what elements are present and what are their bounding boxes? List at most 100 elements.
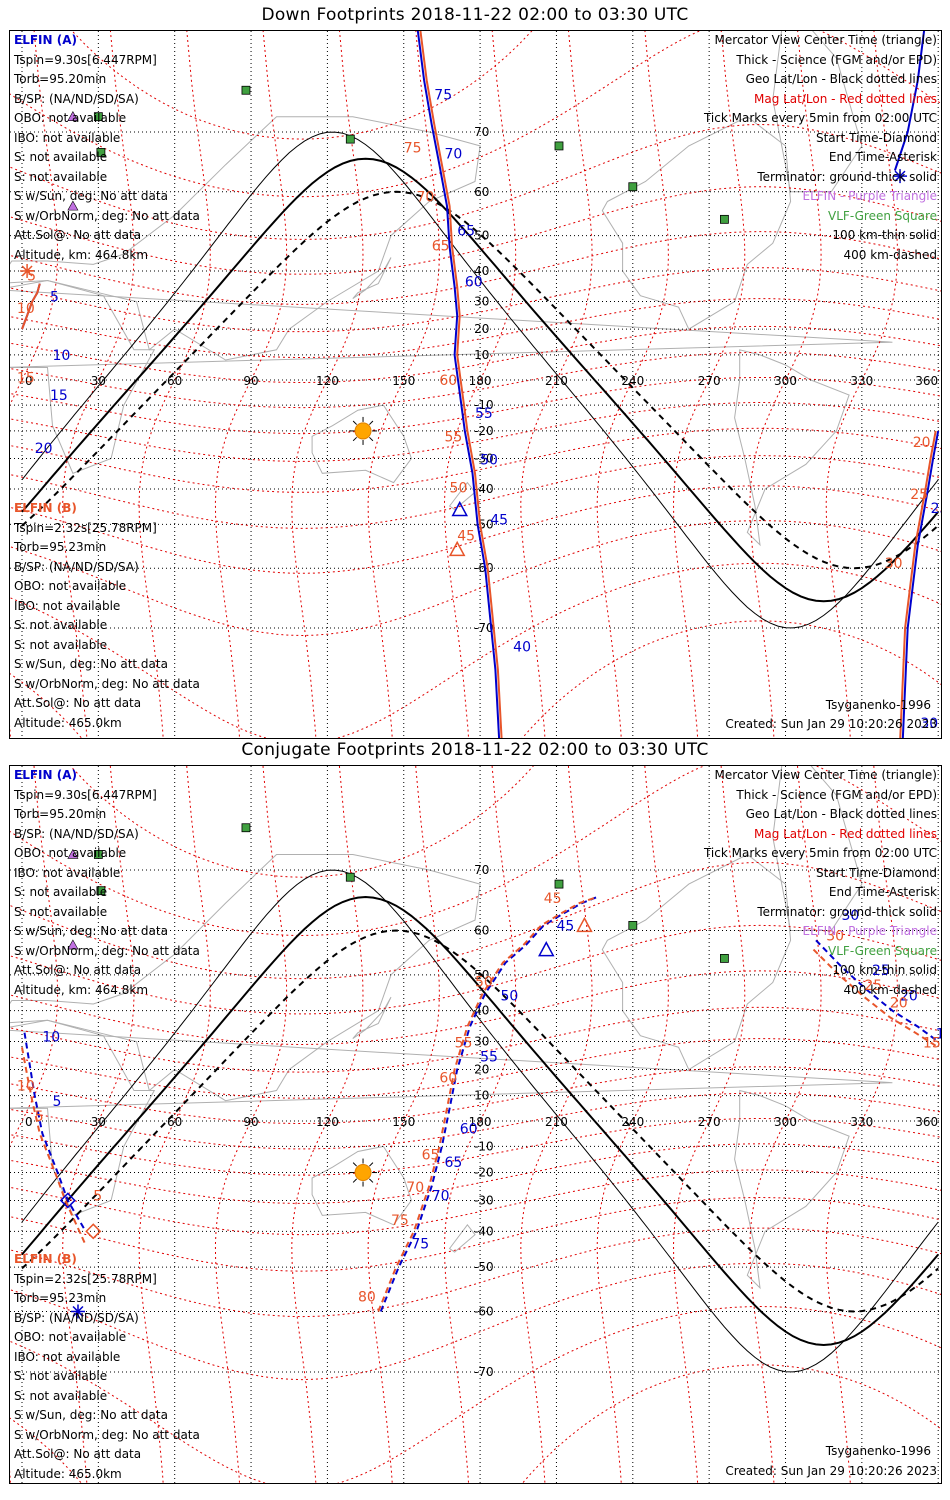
track-time-label: 45 <box>457 529 475 545</box>
elfin-a-info-line: S: not available <box>14 904 108 919</box>
footprint-track <box>815 939 939 1043</box>
map-canvas: 0 30 60 90 120 150 180 210 240 270 300 330 360 70 60 50… <box>10 766 941 1483</box>
mag-parallel <box>10 455 941 529</box>
elfin-a-info-line: Tspin=9.30s[6.447RPM] <box>14 787 157 802</box>
terminator-400km <box>21 929 939 1313</box>
mag-parallel <box>10 427 941 493</box>
vlf-station-icon <box>720 954 729 963</box>
mag-parallel <box>10 267 941 333</box>
track-time-label: 30 <box>841 908 859 924</box>
panel-2-title: Conjugate Footprints 2018-11-22 02:00 to… <box>241 740 709 760</box>
lon-tick-label: 120 <box>316 374 339 388</box>
track-time-label: 45 <box>556 919 574 935</box>
elfin-b-info-line: B/SP: (NA/ND/SD/SA) <box>14 1310 139 1325</box>
lon-tick-label: 360 <box>915 374 938 388</box>
lon-tick-label: 210 <box>545 374 568 388</box>
sun-ray <box>369 1162 374 1167</box>
legend-line: Geo Lat/Lon - Black dotted lines <box>745 807 937 821</box>
lat-tick-label: 20 <box>474 1062 489 1076</box>
elfin-a-info-line: S w/Sun, deg: No att data <box>14 924 168 938</box>
elfin-b-info-line: S: not available <box>14 637 108 652</box>
elfin-a-info-line: S w/Sun, deg: No att data <box>14 189 168 203</box>
lat-tick-label: -70 <box>474 1365 494 1379</box>
mag-meridian <box>443 31 517 738</box>
mag-parallel <box>10 123 941 240</box>
lon-tick-label: 150 <box>392 374 415 388</box>
track-time-label: 75 <box>434 88 452 104</box>
track-time-label: 55 <box>444 430 462 446</box>
elfin-a-info-line: OBO: not available <box>14 111 127 125</box>
legend-line: Geo Lat/Lon - Black dotted lines <box>745 72 937 86</box>
mag-meridian <box>672 31 746 738</box>
mag-meridian <box>214 766 288 1483</box>
elfin-b-info-line: Tspin=2.32s[25.78RPM] <box>14 1271 157 1286</box>
coastline <box>352 996 392 1040</box>
lon-tick-label: 270 <box>698 1115 721 1129</box>
elfin-a-info-line: S: not available <box>14 885 108 899</box>
end-time-asterisk-icon <box>21 265 33 277</box>
track-time-label: 30 <box>885 556 903 572</box>
track-time-label: 10 <box>53 348 71 364</box>
track-time-label: 30 <box>920 716 938 732</box>
vlf-station-icon <box>96 148 106 157</box>
vlf-station-icon <box>241 85 251 95</box>
track-time-label: 15 <box>17 370 35 386</box>
end-time-asterisk-icon <box>894 170 906 182</box>
elfin-a-info-line: Torb=95.20min <box>14 807 107 821</box>
track-time-label: 65 <box>457 224 475 240</box>
coastline <box>311 404 412 484</box>
vlf-station-icon <box>554 141 564 151</box>
elfin-a-info-line: IBO: not available <box>14 130 121 145</box>
elfin-a-info-line: B/SP: (NA/ND/SD/SA) <box>14 91 139 106</box>
legend-line: Terminator: ground-thick solid <box>757 904 937 919</box>
track-time-label: 60 <box>439 373 457 389</box>
elfin-b-label: ELFIN (B) <box>14 501 77 515</box>
legend-line: VLF-Green Square <box>828 943 937 958</box>
lon-tick-label: 90 <box>243 374 258 388</box>
mag-meridian <box>10 31 59 738</box>
elfin-a-info: ELFIN (A) Tspin=9.30s[6.447RPM] Torb=95.2… <box>14 31 200 265</box>
terminator-ground <box>21 157 939 603</box>
track-time-label: 65 <box>422 1147 440 1163</box>
mag-meridian <box>672 766 746 1483</box>
vlf-station-icon <box>554 879 564 889</box>
elfin-a-info-line: S: not available <box>14 150 108 164</box>
lon-tick-label: 300 <box>774 374 797 388</box>
sun-ray <box>352 1178 358 1183</box>
lat-tick-label: 30 <box>474 295 489 309</box>
lat-tick-label: 50 <box>474 968 489 982</box>
lat-tick-label: -10 <box>474 1139 494 1153</box>
mag-parallel <box>71 31 533 140</box>
created-timestamp: Created: Sun Jan 29 10:20:26 2023 <box>725 1464 937 1478</box>
track-time-label: 60 <box>439 1071 457 1087</box>
lon-tick-label: 240 <box>621 374 644 388</box>
elfin-b-info-line: Torb=95.23min <box>14 1291 107 1305</box>
elfin-a-info-line: Torb=95.20min <box>14 72 107 86</box>
elfin-b-info-line: Att.Sol@: No att data <box>14 696 142 710</box>
mag-meridian <box>520 31 593 738</box>
elfin-a-label: ELFIN (A) <box>14 768 77 782</box>
sun-ray <box>352 1162 358 1167</box>
lon-tick-label: 240 <box>621 1115 644 1129</box>
footprint-track <box>893 31 926 171</box>
track-time-label: 25 <box>864 978 882 994</box>
start-time-diamond-icon <box>59 1192 76 1209</box>
mag-parallel <box>10 861 941 980</box>
center-time-triangle-icon <box>576 916 593 933</box>
legend-line: End Time-Asterisk <box>828 150 937 164</box>
legend-line: Tick Marks every 5min from 02:00 UTC <box>703 846 937 860</box>
vlf-station-icon <box>96 886 106 896</box>
vlf-station-icon <box>628 920 638 930</box>
coastline <box>601 116 792 330</box>
end-time-asterisk-icon <box>72 1305 84 1317</box>
elfin-a-info-line: Altitude, km: 464.8km <box>14 247 149 262</box>
mag-parallel <box>10 1364 941 1483</box>
mag-meridian <box>749 31 822 738</box>
map-legend: Mercator View Center Time (triangle) Thic… <box>704 31 937 265</box>
elfin-a-info-line: S w/OrbNorm, deg: No att data <box>14 208 200 223</box>
lat-tick-label: 70 <box>474 863 489 877</box>
coastline <box>10 279 893 474</box>
mag-meridian <box>138 31 211 738</box>
mag-parallel <box>10 1196 941 1272</box>
footprint-track <box>812 948 939 1049</box>
